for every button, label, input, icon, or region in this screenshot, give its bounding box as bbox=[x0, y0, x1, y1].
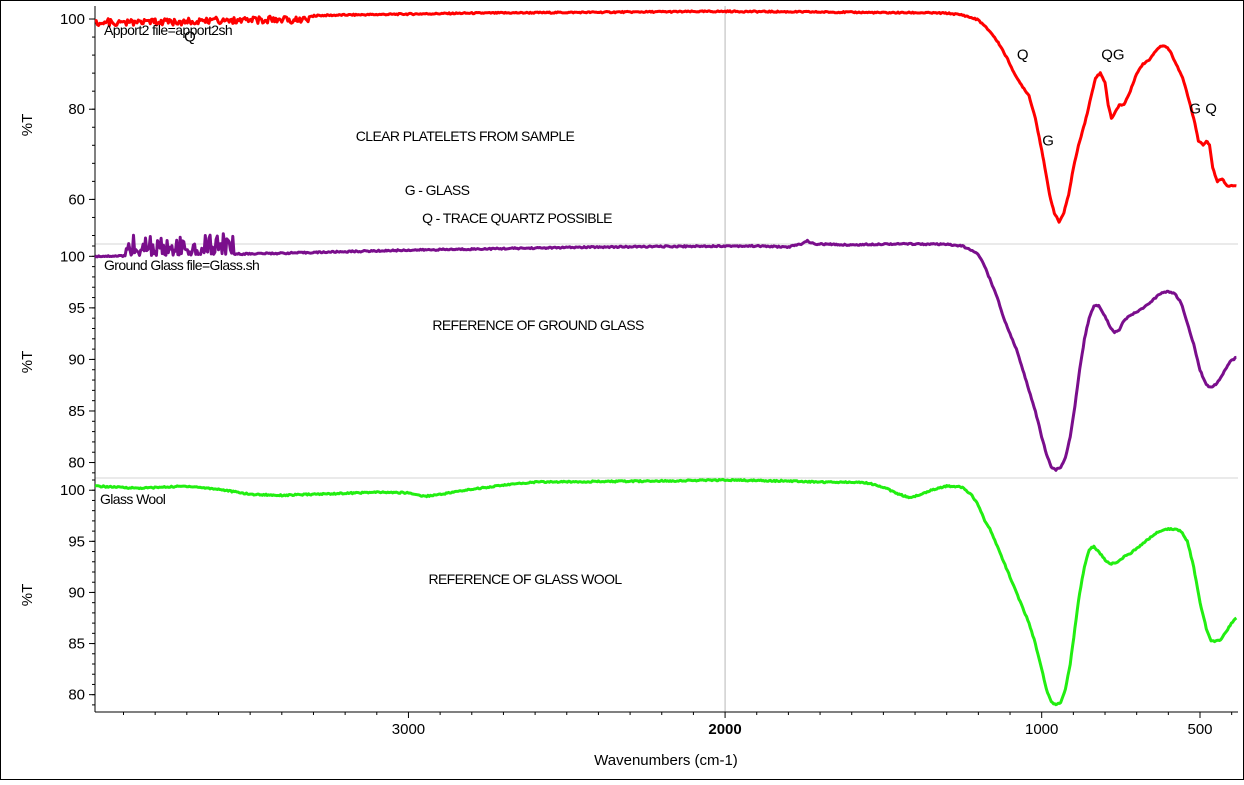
y-tick-label: 90 bbox=[68, 351, 85, 368]
peak-label: G bbox=[1042, 132, 1054, 149]
x-tick-label: 2000 bbox=[708, 721, 741, 738]
peak-label: G Q bbox=[1189, 101, 1217, 118]
x-tick-label: 3000 bbox=[392, 721, 425, 738]
annotation-text: G - GLASS bbox=[405, 182, 470, 198]
spectrum-line-glass_wool bbox=[94, 477, 1238, 707]
annotation-text: REFERENCE OF GLASS WOOL bbox=[428, 571, 622, 587]
x-tick-label: 1000 bbox=[1025, 721, 1058, 738]
x-axis-title: Wavenumbers (cm-1) bbox=[594, 752, 738, 769]
spectrum-line-apport bbox=[94, 9, 1237, 224]
y-axis-title: %T bbox=[19, 351, 36, 374]
spectrum-line-ground_glass bbox=[94, 232, 1237, 472]
peak-label: Q bbox=[1017, 47, 1029, 64]
series-label: Ground Glass file=Glass.sh bbox=[104, 257, 259, 273]
guide-layer bbox=[95, 6, 1238, 712]
y-tick-label: 100 bbox=[60, 482, 85, 499]
peak-label: Q bbox=[184, 29, 196, 46]
annotation-text: REFERENCE OF GROUND GLASS bbox=[432, 317, 644, 333]
x-tick-label: 500 bbox=[1187, 721, 1212, 738]
y-tick-label: 100 bbox=[60, 11, 85, 28]
y-axis-title: %T bbox=[19, 584, 36, 607]
annotation-text: CLEAR PLATELETS FROM SAMPLE bbox=[356, 128, 575, 144]
y-tick-label: 80 bbox=[68, 101, 85, 118]
series-label: Glass Wool bbox=[100, 491, 166, 507]
y-tick-label: 95 bbox=[68, 533, 85, 550]
y-tick-label: 60 bbox=[68, 191, 85, 208]
axes-layer bbox=[89, 6, 1238, 718]
y-tick-label: 100 bbox=[60, 248, 85, 265]
y-tick-label: 85 bbox=[68, 636, 85, 653]
annotation-text: Q - TRACE QUARTZ POSSIBLE bbox=[422, 210, 612, 226]
series-label: Apport2 file=apport2sh bbox=[104, 22, 232, 38]
label-layer: Wavenumbers (cm-1) 3000 2000 1000 500 60 80 10… bbox=[19, 11, 1217, 769]
series-layer bbox=[94, 9, 1238, 707]
y-axis-title: %T bbox=[19, 114, 36, 137]
peak-label: QG bbox=[1101, 47, 1124, 64]
y-tick-label: 90 bbox=[68, 584, 85, 601]
y-tick-label: 95 bbox=[68, 300, 85, 317]
y-tick-label: 80 bbox=[68, 455, 85, 472]
y-tick-label: 80 bbox=[68, 687, 85, 704]
y-tick-label: 85 bbox=[68, 403, 85, 420]
